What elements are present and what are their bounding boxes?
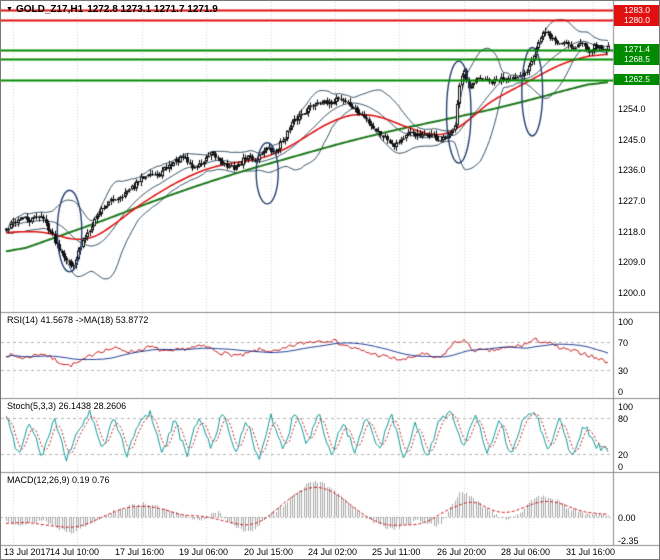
macd-indicator-label: MACD(12,26,9) 0.19 0.76: [7, 475, 110, 485]
stochastic-indicator-label: Stoch(5,3,3) 26.1438 28.2606: [7, 401, 127, 411]
symbol-period-label: GOLD_Z17,H1: [15, 4, 84, 15]
price-tick-label: 1236.0: [618, 165, 646, 176]
level-price-tag: 1268.5: [614, 53, 659, 65]
price-tick-label: 1200.0: [618, 287, 646, 298]
time-axis-label: 25 Jul 11:00: [372, 547, 421, 557]
rsi-indicator-label: RSI(14) 41.5678 ->MA(18) 53.8772: [7, 315, 149, 325]
time-axis-label: 17 Jul 16:00: [115, 547, 165, 557]
macd-scale-label: -2.35: [618, 536, 639, 547]
time-axis-label: 13 Jul 2017: [4, 547, 51, 557]
time-axis-label: 31 Jul 16:00: [566, 547, 616, 557]
price-tick-label: 1245.0: [618, 134, 646, 145]
time-axis-label: 24 Jul 02:00: [308, 547, 358, 557]
chart-title: ▼ GOLD_Z17,H1 1272.8 1273.1 1271.7 1271.9: [6, 4, 218, 15]
stoch-scale-label: 100: [618, 401, 634, 412]
time-axis[interactable]: 13 Jul 2017 14 Jul 10:00 17 Jul 16:00 19 Ju…: [1, 547, 659, 559]
time-axis-label: 28 Jul 06:00: [501, 547, 551, 557]
rsi-scale-label: 70: [618, 337, 629, 348]
stoch-scale-label: 0: [618, 461, 624, 472]
symbol-marker-icon: ▼: [6, 6, 13, 13]
price-tick-label: 1227.0: [618, 196, 646, 206]
time-axis-label: 19 Jul 06:00: [179, 547, 229, 557]
rsi-panel[interactable]: [1, 313, 613, 398]
price-tick-label: 1254.0: [618, 104, 646, 115]
rsi-scale-label: 100: [618, 316, 634, 327]
level-price-tag: 1262.5: [614, 74, 659, 86]
macd-scale-label: 0.00: [618, 512, 636, 523]
time-axis-label: 20 Jul 15:00: [244, 547, 294, 557]
main-chart-panel[interactable]: [1, 2, 613, 312]
time-axis-label: 26 Jul 20:00: [437, 547, 487, 557]
rsi-scale-label: 0: [618, 386, 624, 397]
stoch-scale-label: 80: [618, 413, 629, 424]
price-tick-label: 1218.0: [618, 226, 646, 237]
level-price-tag: 1283.0: [614, 4, 659, 16]
level-price-tag: 1280.0: [614, 14, 659, 26]
stoch-scale-label: 20: [618, 449, 629, 460]
price-tick-label: 1209.0: [618, 257, 646, 268]
rsi-scale-label: 30: [618, 365, 629, 376]
level-price-tag: 1271.4: [614, 44, 659, 56]
time-axis-label: 14 Jul 10:00: [50, 547, 100, 557]
ohlc-readout: 1272.8 1273.1 1271.7 1271.9: [87, 4, 218, 15]
